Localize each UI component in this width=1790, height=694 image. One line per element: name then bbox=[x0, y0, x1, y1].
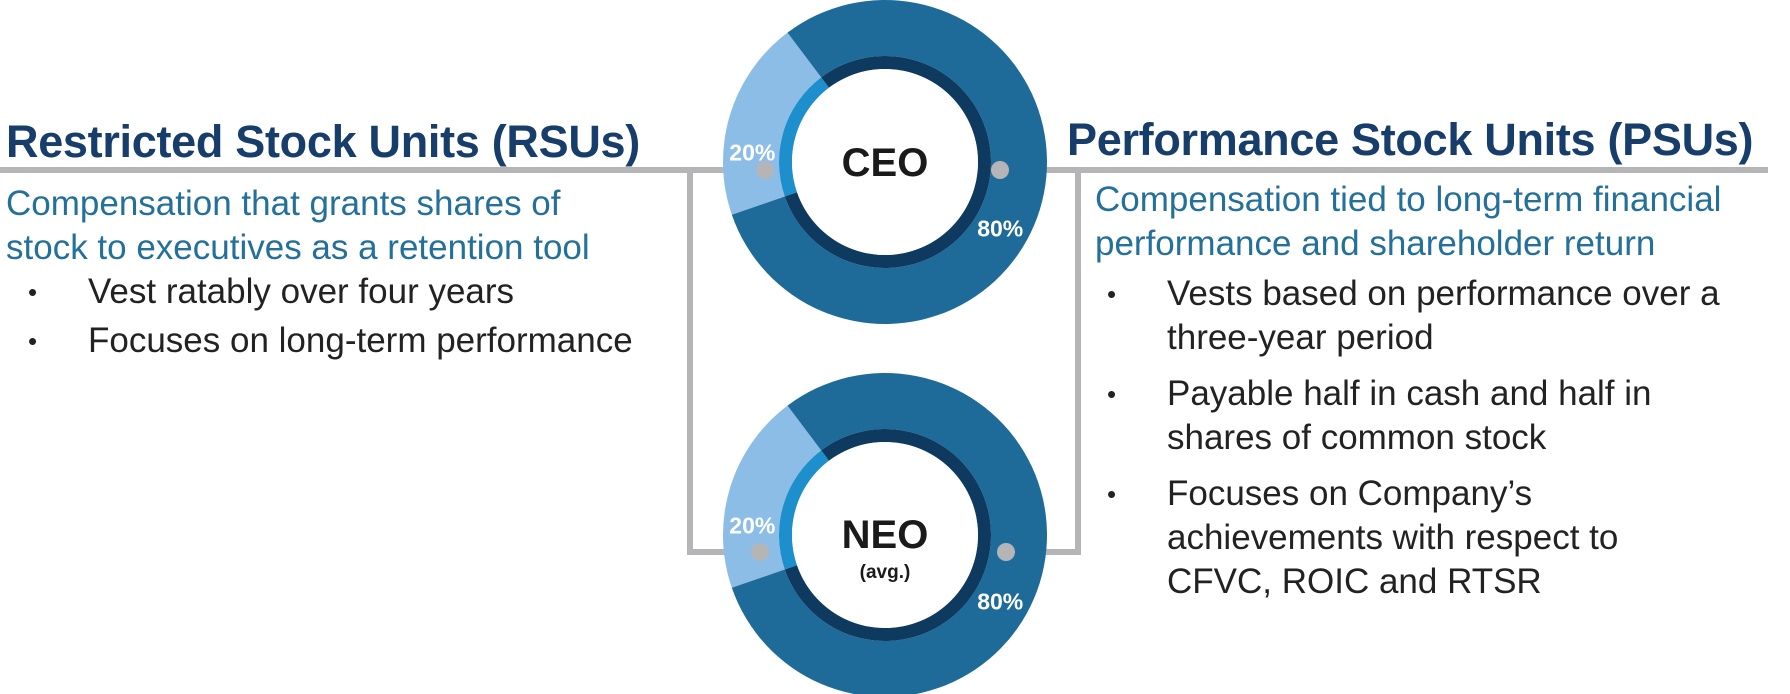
bullet-dot-icon: • bbox=[1107, 379, 1117, 409]
rsu-bullet-text: Vest ratably over four years bbox=[88, 272, 515, 311]
donut-inner-ring-rsu bbox=[778, 77, 830, 197]
donut-slice-psu bbox=[731, 373, 1047, 694]
donut-ceo: 20% 80% CEO bbox=[723, 0, 1047, 324]
psu-ceo-dot bbox=[991, 161, 1009, 179]
donut-center bbox=[792, 69, 978, 255]
donut-value-label-rsu: 20% bbox=[729, 513, 775, 539]
rsu-bullet-item: • Focuses on long-term performance bbox=[6, 319, 648, 363]
psu-description: Compensation tied to long-term financial… bbox=[1095, 180, 1722, 263]
rsu-ceo-dot bbox=[756, 161, 774, 179]
donut-charts: 20% 80% CEO 20% 80% NEO (avg.) bbox=[723, 0, 1047, 694]
donut-center-label: NEO bbox=[842, 513, 929, 557]
psu-title: Performance Stock Units (PSUs) bbox=[1067, 114, 1754, 165]
psu-bullet-item: • Focuses on Company’s achievements with … bbox=[1095, 472, 1727, 604]
donut-inner-ring-rsu bbox=[778, 450, 830, 570]
donut-center-label: CEO bbox=[842, 141, 929, 185]
rsu-neo-dot bbox=[751, 543, 769, 561]
rsu-bullet-item: • Vest ratably over four years bbox=[6, 270, 648, 314]
donut-value-label-rsu: 20% bbox=[729, 140, 775, 166]
rsu-bullet-text: Focuses on long-term performance bbox=[88, 321, 633, 360]
donut-value-label-psu: 80% bbox=[977, 588, 1023, 614]
psu-bullet-item: • Payable half in cash and half in shares… bbox=[1095, 372, 1727, 460]
psu-panel: Performance Stock Units (PSUs) Compensat… bbox=[1067, 112, 1787, 616]
donut-slice-rsu bbox=[723, 405, 822, 588]
donut-center-sublabel: (avg.) bbox=[860, 562, 911, 583]
rsu-bullet-list: • Vest ratably over four years • Focuses o… bbox=[6, 270, 686, 363]
rsu-title: Restricted Stock Units (RSUs) bbox=[6, 116, 640, 167]
donut-value-label-psu: 80% bbox=[977, 215, 1023, 241]
bullet-dot-icon: • bbox=[1107, 479, 1117, 509]
donut-center bbox=[792, 442, 978, 628]
psu-bullet-list: • Vests based on performance over a three… bbox=[1095, 272, 1787, 604]
psu-bullet-text: Payable half in cash and half in shares … bbox=[1167, 374, 1652, 457]
psu-bullet-text: Vests based on performance over a three-… bbox=[1167, 274, 1720, 357]
psu-neo-dot bbox=[997, 543, 1015, 561]
psu-bullet-text: Focuses on Company’s achievements with r… bbox=[1167, 474, 1619, 601]
rsu-panel: Restricted Stock Units (RSUs) Compensati… bbox=[6, 114, 686, 368]
donut-slice-psu bbox=[731, 0, 1047, 324]
psu-bullet-item: • Vests based on performance over a three… bbox=[1095, 272, 1727, 360]
bullet-dot-icon: • bbox=[28, 326, 38, 356]
bullet-dot-icon: • bbox=[28, 277, 38, 307]
rsu-description: Compensation that grants shares of stock… bbox=[6, 184, 590, 267]
donut-slice-rsu bbox=[723, 32, 822, 215]
bullet-dot-icon: • bbox=[1107, 279, 1117, 309]
donut-neo: 20% 80% NEO (avg.) bbox=[723, 373, 1047, 694]
